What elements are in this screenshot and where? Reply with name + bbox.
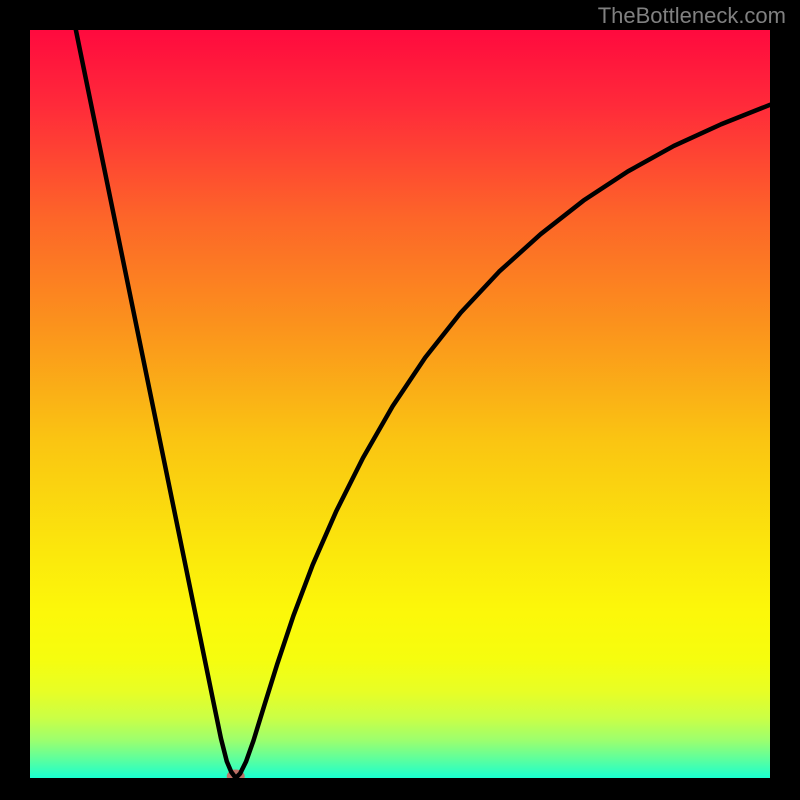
plot-area: [30, 30, 770, 778]
frame-left: [0, 0, 30, 800]
bottleneck-curve: [76, 30, 770, 778]
watermark-text: TheBottleneck.com: [598, 3, 786, 29]
frame-right: [770, 0, 800, 800]
frame-bottom: [0, 778, 800, 800]
curve-layer: [30, 30, 770, 778]
chart-container: TheBottleneck.com: [0, 0, 800, 800]
